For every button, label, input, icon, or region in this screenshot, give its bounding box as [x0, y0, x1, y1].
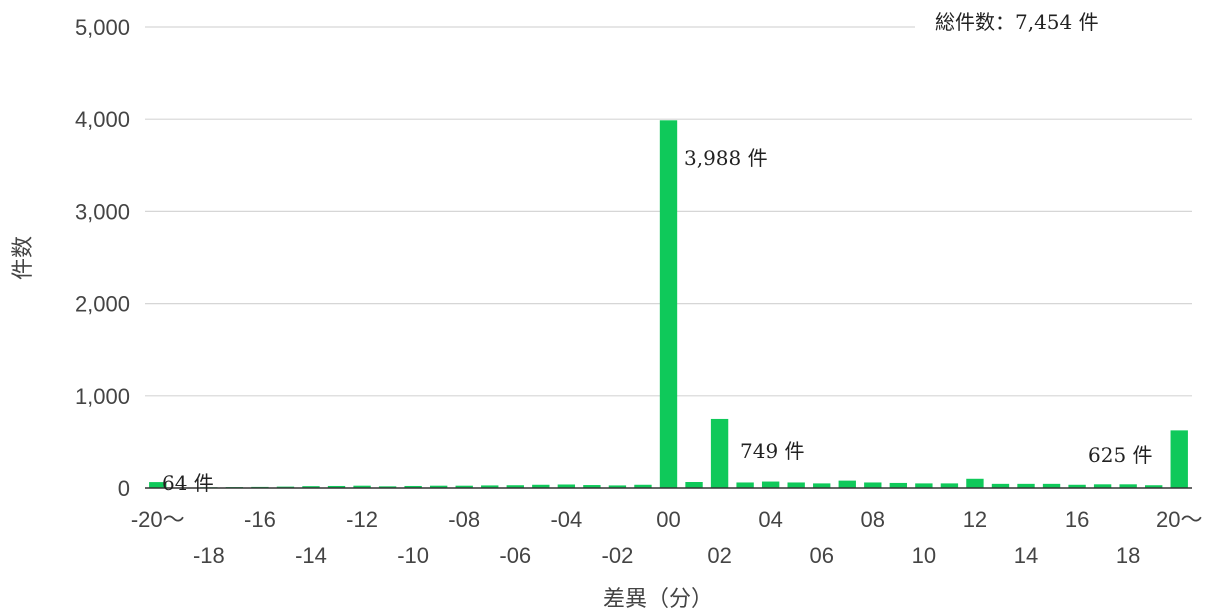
- y-tick-label: 3,000: [75, 199, 130, 224]
- bar-07: [838, 480, 856, 488]
- x-tick-label-row1: 20～: [1156, 507, 1202, 532]
- bar-02: [710, 418, 729, 488]
- bar-16: [1068, 484, 1086, 488]
- x-tick-label-row2: -06: [499, 543, 531, 568]
- y-tick-label: 0: [118, 476, 130, 501]
- bar-18: [1119, 484, 1137, 488]
- data-label-02: 749 件: [740, 439, 805, 463]
- bar--09: [429, 485, 448, 488]
- x-axis-title: 差異（分）: [603, 587, 713, 612]
- x-tick-label-row2: 18: [1116, 543, 1140, 568]
- x-tick-label-row2: 02: [707, 543, 731, 568]
- y-tick-label: 1,000: [75, 384, 130, 409]
- y-tick-label: 4,000: [75, 107, 130, 132]
- bar-14: [1017, 483, 1035, 488]
- y-axis-ticks: 0 1,000 2,000 3,000 4,000 5,000: [75, 15, 130, 501]
- bar-15: [1042, 483, 1061, 488]
- x-tick-label-row1: -16: [244, 507, 276, 532]
- x-axis-ticks: -20～ -16 -12 -08 -04 00 04 08 12 16 20～ -18 -14 -10 -0…: [131, 507, 1203, 568]
- bar-19: [1145, 485, 1163, 488]
- x-tick-label-row2: 06: [809, 543, 833, 568]
- bar-08: [864, 482, 882, 488]
- x-tick-label-row2: -14: [295, 543, 327, 568]
- data-label-peak: 3,988 件: [684, 146, 768, 170]
- x-tick-label-row2: 10: [912, 543, 936, 568]
- data-labels: 64 件 3,988 件 749 件 625 件: [162, 146, 1153, 495]
- bar-20～: [1170, 430, 1188, 488]
- bar-17: [1093, 484, 1112, 488]
- x-tick-label-row1: 04: [758, 507, 782, 532]
- bar-12: [966, 478, 984, 488]
- bar-11: [940, 483, 959, 488]
- bar--12: [353, 485, 371, 488]
- bar-03: [736, 482, 754, 488]
- bar--06: [506, 485, 524, 488]
- x-tick-label-row2: -10: [397, 543, 429, 568]
- x-tick-label-row1: 12: [963, 507, 987, 532]
- x-tick-label-row1: -20～: [131, 507, 185, 532]
- bar-09: [889, 482, 908, 488]
- total-count-label: 総件数：7,454 件: [935, 10, 1099, 34]
- bar--13: [327, 485, 346, 488]
- bar-13: [991, 483, 1010, 488]
- bar-04: [761, 481, 780, 488]
- bar--03: [583, 485, 601, 488]
- bar-01: [685, 482, 703, 488]
- bar--01: [634, 484, 652, 488]
- x-tick-label-row1: 08: [861, 507, 885, 532]
- bar-05: [787, 482, 805, 488]
- bar--14: [302, 486, 320, 488]
- x-tick-label-row1: -04: [550, 507, 582, 532]
- bar-00: [659, 120, 678, 488]
- y-tick-label: 2,000: [75, 292, 130, 317]
- x-tick-label-row2: -02: [602, 543, 634, 568]
- data-label-last: 625 件: [1088, 443, 1153, 467]
- data-label-first: 64 件: [162, 471, 214, 495]
- bar--11: [378, 486, 397, 488]
- x-tick-label-row2: 14: [1014, 543, 1038, 568]
- x-tick-label-row1: -08: [448, 507, 480, 532]
- bar--08: [455, 485, 473, 488]
- y-tick-label: 5,000: [75, 15, 130, 40]
- bar-10: [915, 483, 933, 488]
- y-axis-title: 件数: [11, 236, 36, 280]
- bar--02: [608, 485, 627, 488]
- bar-06: [813, 483, 831, 488]
- x-tick-label-row1: -12: [346, 507, 378, 532]
- bars: [149, 120, 1188, 489]
- bar--05: [532, 484, 550, 488]
- x-tick-label-row1: 00: [656, 507, 680, 532]
- x-tick-label-row2: -18: [193, 543, 225, 568]
- bar--04: [557, 484, 576, 488]
- bar--20～: [149, 482, 167, 488]
- x-tick-label-row1: 16: [1065, 507, 1089, 532]
- bar--07: [481, 485, 499, 488]
- bar--10: [404, 485, 422, 488]
